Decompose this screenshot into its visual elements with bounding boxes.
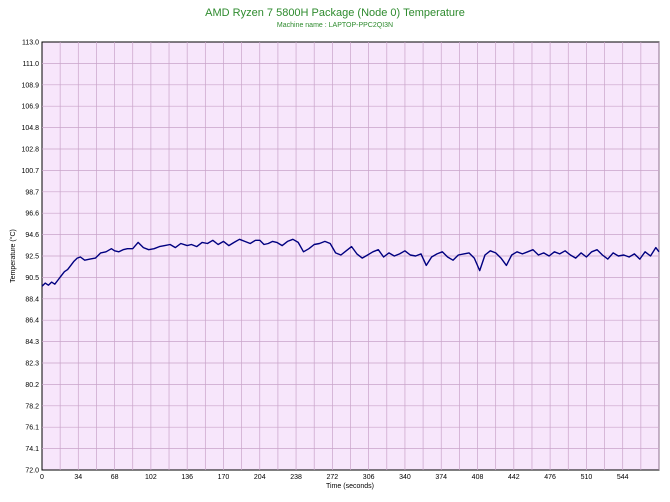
y-tick-label: 80.2: [25, 382, 39, 389]
y-tick-label: 76.1: [25, 425, 39, 432]
y-tick-label: 98.7: [25, 189, 39, 196]
y-tick-label: 108.9: [21, 82, 39, 89]
x-tick-label: 0: [40, 474, 44, 481]
grid: [42, 42, 660, 470]
y-tick-label: 86.4: [25, 318, 39, 325]
x-axis-label: Time (seconds): [326, 483, 374, 490]
y-tick-label: 106.9: [21, 104, 39, 111]
x-tick-label: 272: [327, 474, 339, 481]
x-tick-label: 442: [508, 474, 520, 481]
x-tick-label: 544: [617, 474, 629, 481]
x-tick-label: 170: [218, 474, 230, 481]
x-tick-label: 374: [435, 474, 447, 481]
chart-title: AMD Ryzen 7 5800H Package (Node 0) Tempe…: [205, 7, 465, 19]
y-tick-label: 113.0: [22, 40, 39, 47]
x-tick-label: 68: [111, 474, 119, 481]
y-tick-label: 90.5: [25, 275, 39, 282]
x-tick-label: 204: [254, 474, 266, 481]
chart-subtitle: Machine name : LAPTOP-PPC2QI3N: [277, 22, 393, 29]
y-tick-label: 111.0: [23, 61, 40, 68]
x-tick-label: 510: [581, 474, 593, 481]
x-tick-label: 102: [145, 474, 157, 481]
y-axis-label: Temperature (°C): [9, 229, 17, 283]
y-tick-label: 84.3: [25, 339, 39, 346]
x-tick-label: 136: [181, 474, 193, 481]
x-tick-label: 340: [399, 474, 411, 481]
y-tick-label: 72.0: [25, 468, 39, 475]
y-tick-label: 104.8: [21, 125, 39, 132]
temperature-series-line: [41, 238, 660, 287]
x-tick-label: 408: [472, 474, 484, 481]
y-tick-label: 94.6: [25, 232, 39, 239]
y-tick-label: 88.4: [25, 296, 39, 303]
x-tick-label: 476: [544, 474, 556, 481]
x-tick-label: 34: [74, 474, 82, 481]
x-tick-label: 306: [363, 474, 375, 481]
y-tick-label: 96.6: [25, 211, 39, 218]
y-tick-label: 102.8: [21, 147, 39, 154]
x-tick-label: 238: [290, 474, 302, 481]
tick-labels: 72.0 74.1 76.1 78.2 80.2 82.3 84.3 86.4 88.4 90.5…: [21, 40, 628, 482]
y-tick-label: 82.3: [25, 361, 39, 368]
y-tick-label: 92.5: [25, 254, 39, 261]
y-tick-label: 100.7: [21, 168, 39, 175]
y-tick-label: 74.1: [25, 446, 39, 453]
y-tick-label: 78.2: [25, 403, 39, 410]
